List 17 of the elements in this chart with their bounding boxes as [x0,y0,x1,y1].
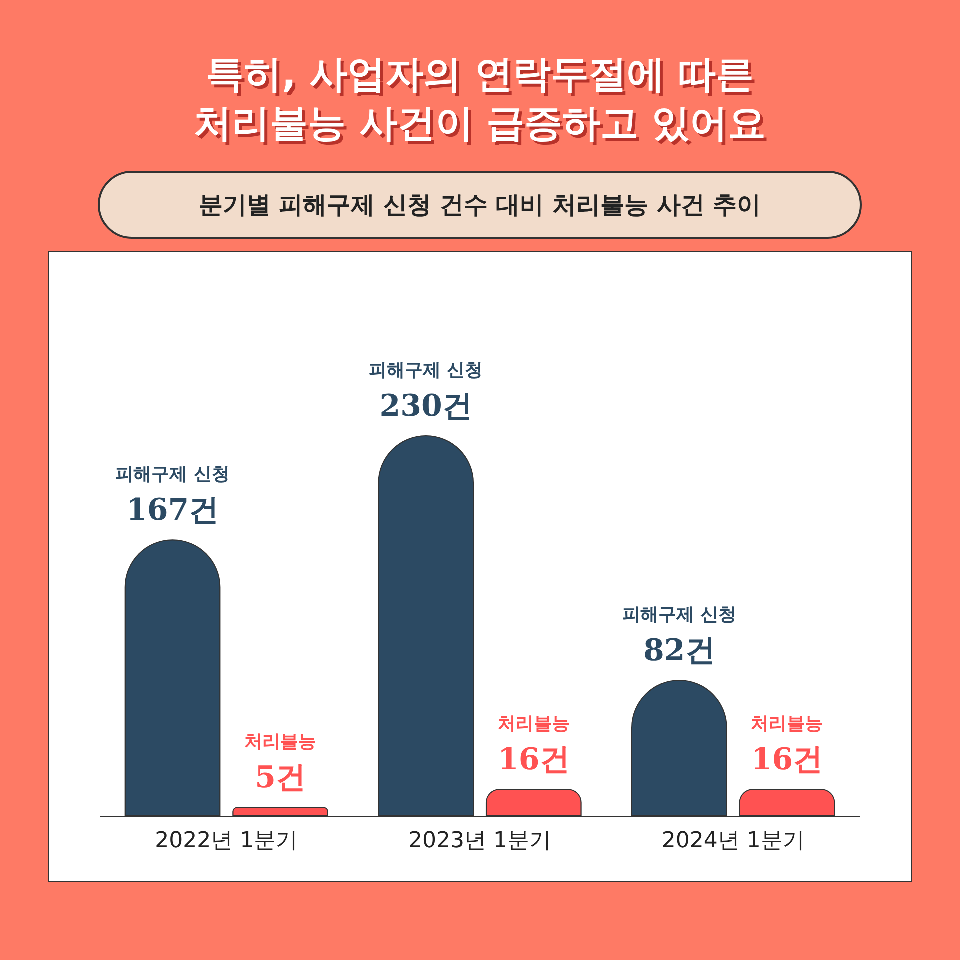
data-label: 5건 [255,760,306,796]
x-tick-label: 2023년 1분기 [408,828,552,854]
text: 피해구제 신청 [368,360,484,381]
chart-subtitle: 분기별 피해구제 신청 건수 대비 처리불능 사건 추이 [98,170,862,239]
data-label: 82건 [644,633,716,668]
chart-title: 특히, 사업자의 연락두절에 따른 처리불능 사건이 급증하고 있어요 [193,51,767,148]
text: 피해구제 신청 [622,604,737,626]
text: 처리불능 [751,713,824,734]
data-label: 16건 [751,742,824,778]
data-label: 167건 [126,492,220,528]
text: 처리불능 [498,713,570,734]
data-label: 230건 [380,388,472,424]
text: 처리불능 [244,732,317,753]
x-tick-label: 2024년 1분기 [662,828,805,854]
text: 피해구제 신청 [116,464,230,485]
data-label: 16건 [498,742,570,778]
x-tick-label: 2022년 1분기 [155,828,298,854]
